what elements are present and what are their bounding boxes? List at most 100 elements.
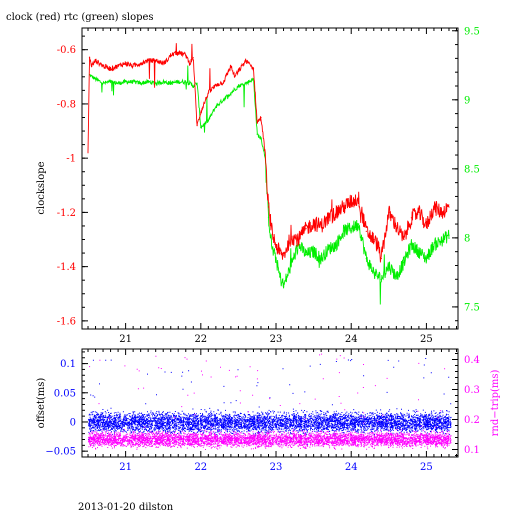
rtc-slope-line-point (358, 223, 360, 225)
x-tick-label: 22 (194, 334, 207, 345)
clock-slope-line-point (305, 228, 307, 230)
clock-slope-line-point (350, 200, 352, 203)
clock-slope-line-point (245, 59, 247, 62)
clock-slope-line (87, 43, 450, 263)
rtc-slope-line-point (380, 278, 382, 280)
y-tick-label: 0.05 (54, 388, 76, 399)
rtc-slope-line-point (117, 82, 119, 84)
clock-slope-line-point (207, 92, 209, 94)
clock-slope-line-point (260, 116, 262, 119)
clock-slope-line-point (403, 238, 405, 241)
clock-slope-line-point (237, 70, 239, 72)
clock-slope-line-point (110, 68, 112, 70)
y-tick-label: -1.2 (57, 208, 76, 219)
clock-slope-line-point (215, 84, 217, 86)
clock-slope-line-point (388, 211, 390, 213)
clock-slope-line-point (88, 57, 91, 59)
y-tick-label: -0.8 (57, 99, 76, 110)
rtc-slope-line-point (440, 240, 443, 242)
clock-slope-line-point (410, 217, 412, 219)
clock-slope-line-point (279, 252, 281, 254)
x-tick-label: 21 (119, 334, 132, 345)
rtc-slope-line-point (260, 137, 262, 140)
rtc-slope-line-point (335, 244, 337, 246)
clock-slope-line-point (358, 198, 360, 200)
x-tick-label: 22 (194, 462, 207, 473)
clock-slope-line-point (418, 211, 420, 213)
clock-slope-line-point (177, 51, 179, 54)
rtc-slope-line-point (237, 85, 239, 87)
rtc-slope-line-point (267, 216, 270, 218)
rtc-slope-line-point (290, 264, 292, 267)
clock-slope-line-point (155, 59, 157, 62)
rtc-slope-line-point (215, 106, 217, 108)
rtc-slope-line-point (305, 253, 307, 255)
rtc-slope-line-point (196, 82, 198, 84)
y2-tick-label: 9.5 (464, 26, 480, 37)
clock-slope-line-point (192, 57, 194, 59)
y2-tick-label: 9 (464, 95, 470, 106)
top-chart-title: clock (red) rtc (green) slopes (6, 12, 154, 23)
clock-slope-line-point (271, 233, 273, 235)
rtc-slope-line-point (433, 244, 435, 246)
y-tick-label: −0.05 (45, 447, 76, 458)
clock-slope-line-point (290, 236, 292, 238)
top-plot-frame (81, 27, 459, 330)
rtc-slope-line-point (365, 258, 367, 260)
clock-slope-line-point (267, 206, 270, 208)
rtc-slope-line-point (328, 248, 330, 250)
slope-chart: -0.6 -0.8 -1 -1.2 -1.4 -1.6 9.5 9 8.5 8 7.5 21 22 2… (36, 26, 480, 345)
x-tick-label: 21 (119, 462, 132, 473)
rtc-slope-line (89, 65, 450, 305)
offset-chart: 0.1 0.05 0 −0.05 0.4 0.3 0.2 0.1 21 22 23 24 25 of… (36, 348, 501, 473)
y-tick-label: -1.6 (57, 316, 76, 327)
rtc-slope-line-point (373, 271, 375, 273)
rtc-slope-line-point (177, 81, 179, 83)
rtc-slope-line-point (170, 82, 172, 84)
rtc-slope-line-point (350, 227, 352, 229)
rtc-slope-line-point (155, 82, 157, 84)
y-tick-label: 0.1 (60, 359, 76, 370)
clock-slope-line-point (282, 255, 285, 257)
footer-date-host: 2013-01-20 dilston (78, 502, 174, 512)
clock-slope-line-point (376, 244, 379, 246)
rtc-slope-line-point (132, 81, 134, 83)
rtc-slope-line-point (188, 82, 191, 84)
rtc-slope-line-point (192, 85, 194, 87)
y-tick-label: -1 (66, 154, 76, 165)
x-tick-label: 25 (420, 462, 433, 473)
y-tick-label: -0.6 (57, 45, 76, 56)
clock-slope-line-point (256, 122, 258, 124)
clock-slope-line-point (365, 230, 367, 232)
rtc-slope-line-point (343, 230, 345, 232)
rtc-slope-line-point (395, 275, 397, 278)
clock-slope-line-point (373, 238, 375, 241)
rtc-slope-line-point (313, 251, 315, 253)
rtc-slope-line-point (275, 258, 277, 260)
rtc-slope-line-point (320, 258, 322, 260)
rtc-slope-line-point (230, 92, 232, 94)
y2-tick-label: 0.3 (464, 385, 480, 396)
clock-slope-line-point (132, 65, 134, 67)
clock-slope-line-point (313, 222, 315, 224)
clock-slope-line-point (320, 225, 322, 227)
rtc-slope-line-point (388, 264, 390, 267)
rtc-slope-line-point (102, 82, 104, 84)
clock-slope-line-point (125, 62, 127, 64)
top-y-axis-label: clockslope (36, 161, 47, 214)
bottom-y-axis-label: offset(ms) (36, 378, 47, 429)
y2-tick-label: 8 (464, 233, 470, 244)
rtc-slope-line-point (282, 285, 285, 287)
rtc-slope-line-point (245, 82, 247, 84)
clock-slope-line-point (102, 65, 104, 67)
clock-slope-line-point (425, 225, 427, 227)
rtc-slope-line-point (279, 275, 281, 278)
y-tick-label: -1.4 (57, 262, 76, 273)
clock-slope-line-point (335, 211, 337, 213)
rtc-slope-line-point (403, 262, 405, 264)
x-tick-label: 24 (345, 462, 358, 473)
rndtrip-points (88, 429, 452, 450)
clock-slope-line-point (117, 65, 119, 67)
y2-tick-label: 8.5 (464, 164, 480, 175)
